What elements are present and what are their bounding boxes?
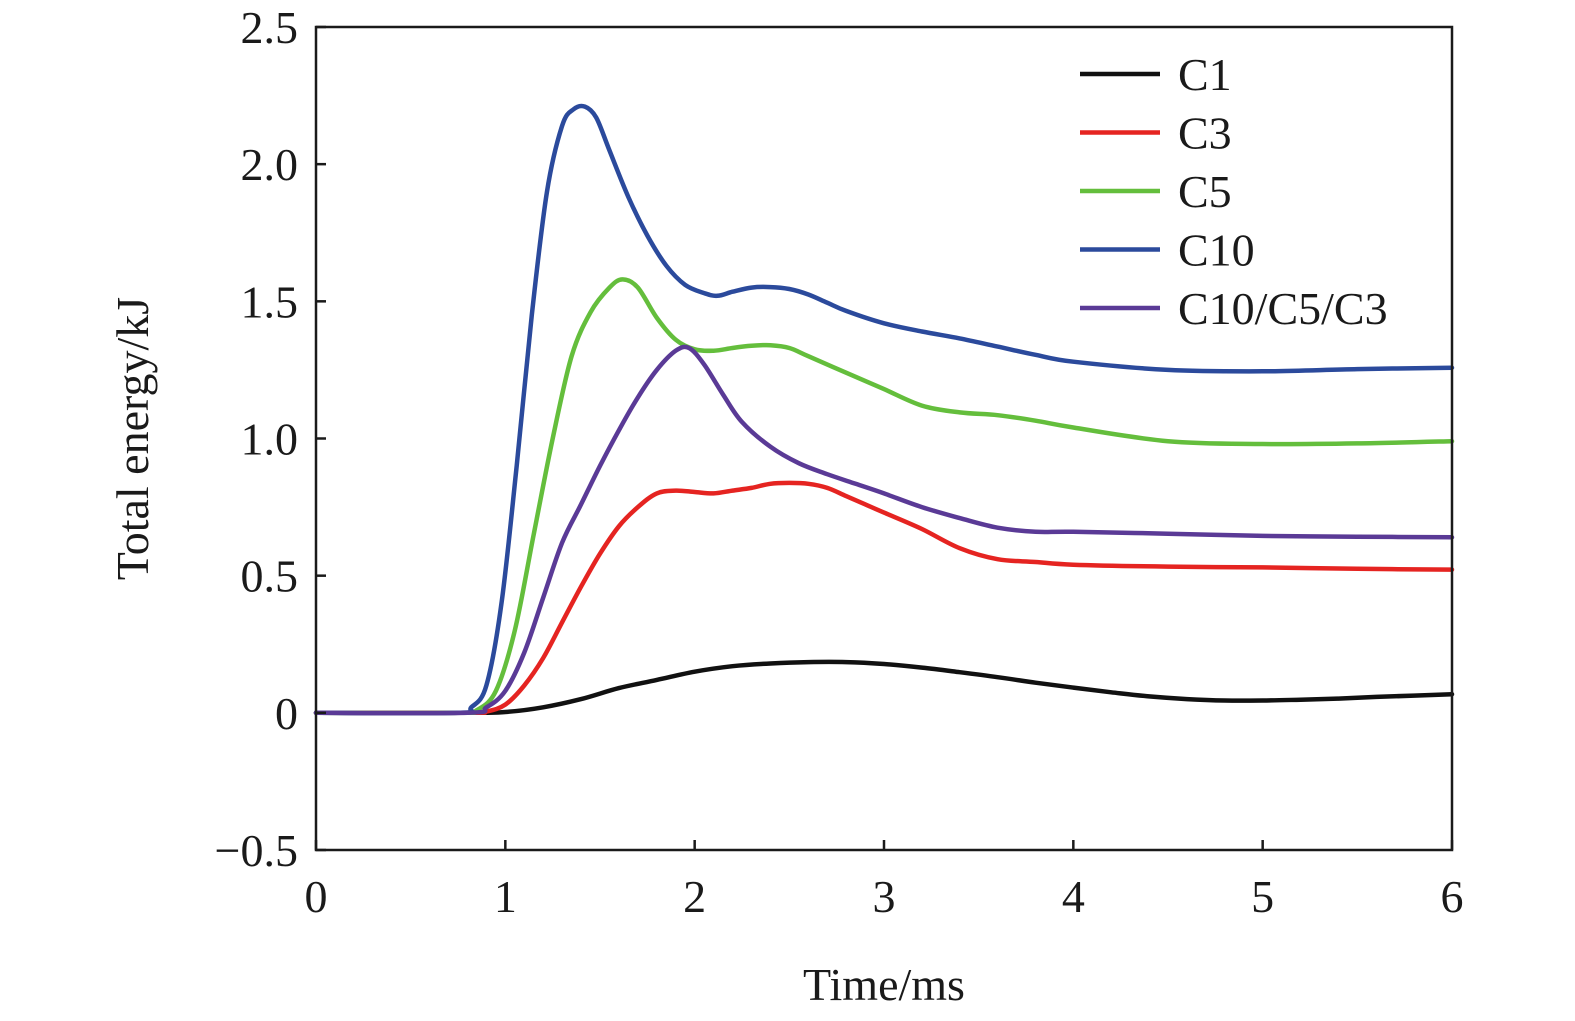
- x-tick-label: 1: [494, 871, 517, 922]
- x-tick-label: 4: [1062, 871, 1085, 922]
- legend-label-c1: C1: [1178, 49, 1232, 100]
- x-tick-label: 2: [683, 871, 706, 922]
- x-tick-label: 5: [1251, 871, 1274, 922]
- series-line-c3: [313, 480, 1455, 716]
- y-tick-label: −0.5: [215, 825, 298, 876]
- y-tick-label: 1.0: [241, 414, 299, 465]
- legend-label-c10-c5-c3: C10/C5/C3: [1178, 283, 1388, 334]
- x-tick-label: 3: [873, 871, 896, 922]
- legend: C1 C3 C5 C10 C10/C5/C3: [1080, 49, 1388, 334]
- x-tick-label: 0: [305, 871, 328, 922]
- y-tick-label: 0: [275, 688, 298, 739]
- y-tick-label: 1.5: [241, 276, 299, 327]
- x-axis-label: Time/ms: [803, 959, 965, 1010]
- legend-label-c10: C10: [1178, 225, 1255, 276]
- plot-lines: [313, 103, 1455, 716]
- legend-label-c5: C5: [1178, 166, 1232, 217]
- y-tick-label: 0.5: [241, 551, 299, 602]
- series-line-c10-c5-c3: [313, 344, 1455, 716]
- series-line-c1: [313, 659, 1455, 716]
- x-axis: 0 1 2 3 4 5 6: [305, 840, 1464, 922]
- series-line-c10: [313, 103, 1455, 716]
- y-tick-label: 2.5: [241, 2, 299, 53]
- y-axis-label: Total energy/kJ: [107, 297, 158, 580]
- plot-frame: [314, 25, 1454, 852]
- legend-label-c3: C3: [1178, 108, 1232, 159]
- x-tick-label: 6: [1441, 871, 1464, 922]
- y-axis: −0.5 0 0.5 1.0 1.5 2.0 2.5: [215, 2, 326, 876]
- y-tick-label: 2.0: [241, 139, 299, 190]
- series-line-c5: [313, 277, 1455, 716]
